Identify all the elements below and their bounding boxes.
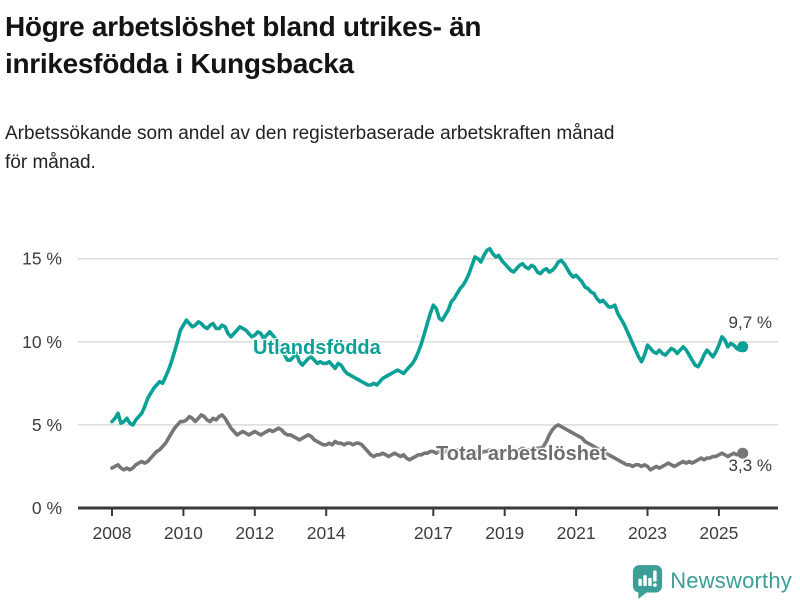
- svg-text:10 %: 10 %: [22, 332, 62, 352]
- end-value-label-utlandsfodda: 9,7 %: [728, 313, 772, 332]
- end-value-label-total: 3,3 %: [728, 456, 772, 475]
- series-label-utlandsfodda: Utlandsfödda: [253, 337, 381, 359]
- svg-text:2017: 2017: [414, 523, 453, 543]
- axis-tick-labels: 0 % 5 % 10 % 15 % 2008 2010 2012 2014 2017 2019 20…: [22, 249, 738, 543]
- line-chart: 0 % 5 % 10 % 15 % 2008 2010 2012 2014 2017 2019 20…: [0, 230, 800, 560]
- svg-text:0 %: 0 %: [32, 498, 62, 518]
- newsworthy-logo: Newsworthy: [632, 563, 792, 599]
- page-title: Högre arbetslöshet bland utrikes- än inr…: [5, 8, 785, 82]
- chart-subtitle: Arbetssökande som andel av den registerb…: [5, 119, 795, 177]
- newsworthy-logo-text: Newsworthy: [670, 568, 792, 593]
- series-label-total-arbetsloshet: Total arbetslöshet: [436, 443, 607, 465]
- series-lines: [110, 246, 745, 472]
- axis-ticks: [111, 508, 720, 516]
- chart-canvas: 0 % 5 % 10 % 15 % 2008 2010 2012 2014 2017 2019 20…: [22, 246, 778, 543]
- svg-text:2023: 2023: [628, 523, 667, 543]
- svg-text:2008: 2008: [93, 523, 132, 543]
- page-title-line-2: inrikesfödda i Kungsbacka: [5, 48, 354, 79]
- svg-text:2010: 2010: [164, 523, 203, 543]
- svg-text:2025: 2025: [699, 523, 738, 543]
- chart-subtitle-line-1: Arbetssökande som andel av den registerb…: [5, 123, 615, 144]
- svg-text:15 %: 15 %: [22, 249, 62, 269]
- page-title-line-1: Högre arbetslöshet bland utrikes- än: [5, 11, 482, 42]
- svg-text:5 %: 5 %: [32, 415, 62, 435]
- svg-text:2021: 2021: [557, 523, 596, 543]
- series-end-dots: [737, 341, 749, 459]
- grid-lines: [78, 257, 778, 426]
- chart-subtitle-line-2: för månad.: [5, 152, 96, 173]
- svg-text:2019: 2019: [485, 523, 524, 543]
- newsworthy-logo-icon: [633, 564, 663, 599]
- svg-text:2012: 2012: [235, 523, 274, 543]
- svg-text:2014: 2014: [307, 523, 346, 543]
